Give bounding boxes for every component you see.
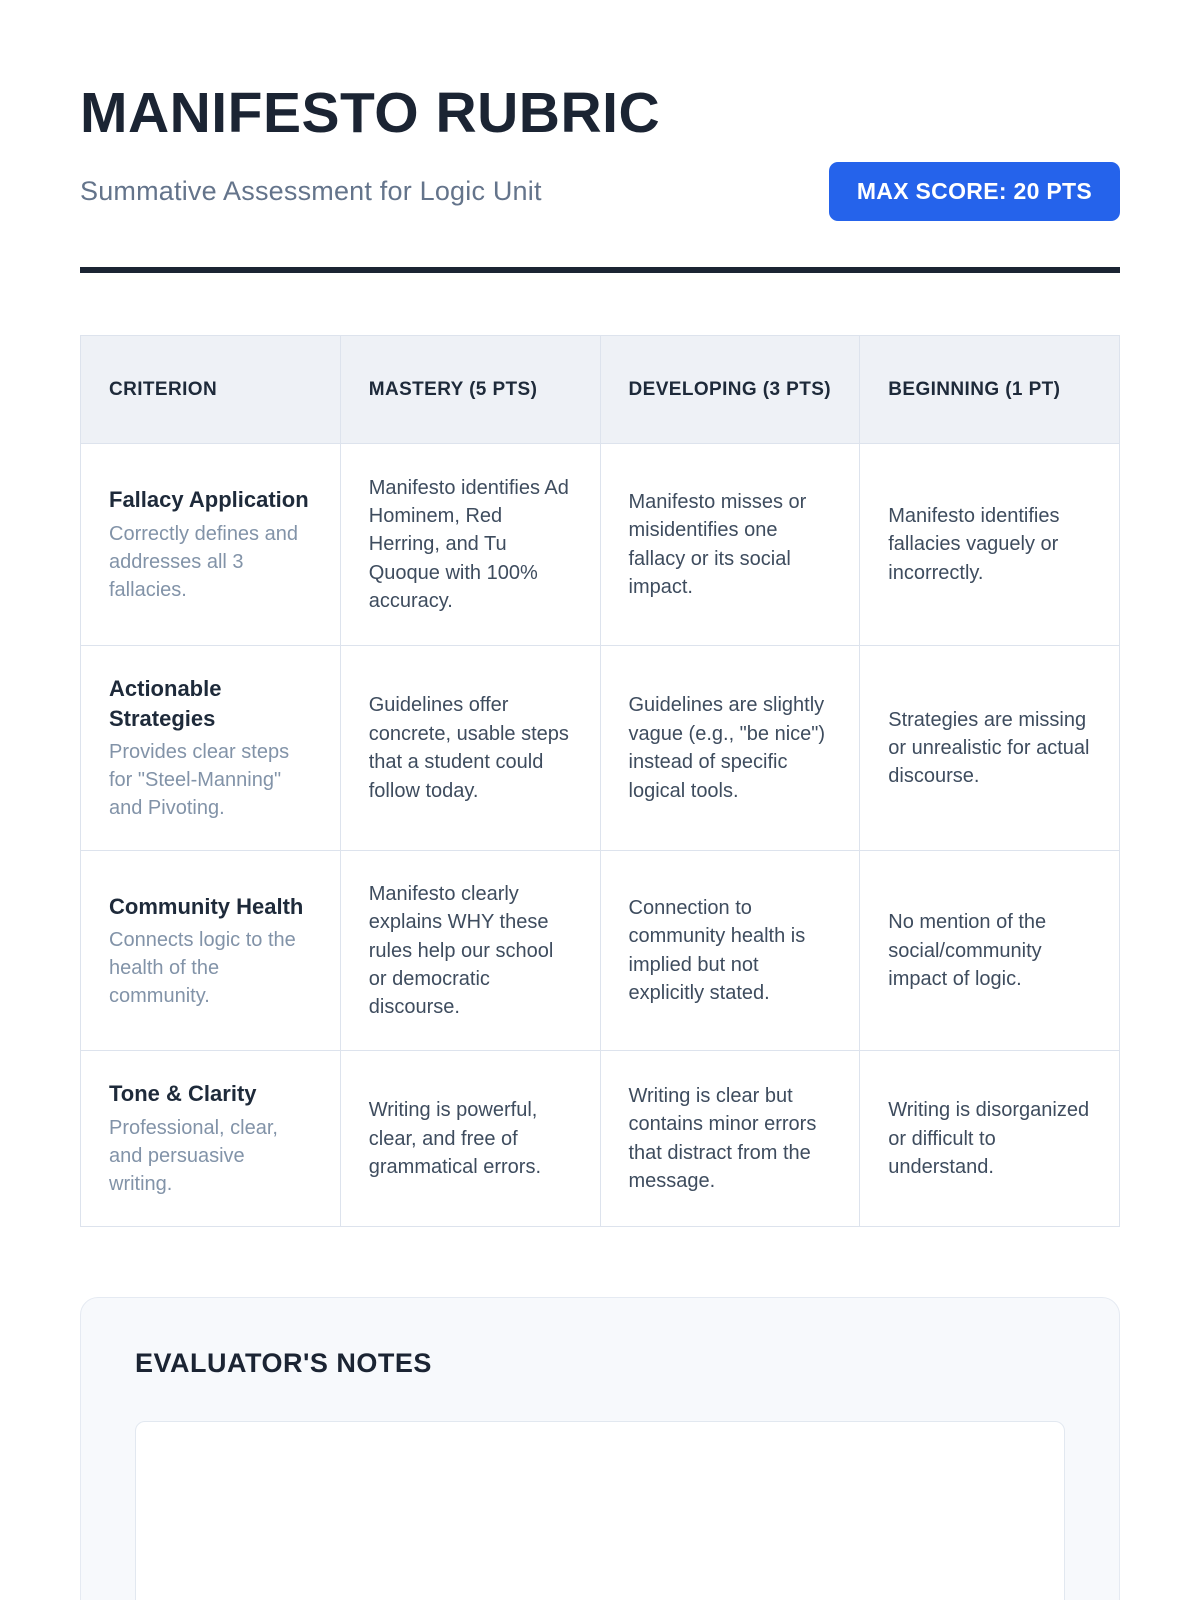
cell-mastery: Guidelines offer concrete, usable steps … (339, 644, 601, 852)
column-header-criterion: CRITERION (80, 335, 341, 444)
criterion-description: Connects logic to the health of the comm… (109, 929, 296, 1008)
criterion-description: Correctly defines and addresses all 3 fa… (109, 522, 298, 601)
cell-beginning: Manifesto identifies fallacies vaguely o… (859, 443, 1120, 646)
cell-beginning: Strategies are missing or unrealistic fo… (859, 644, 1120, 852)
page-subtitle: Summative Assessment for Logic Unit (80, 176, 542, 206)
cell-developing: Manifesto misses or misidentifies one fa… (599, 443, 861, 646)
table-row: Tone & Clarity Professional, clear, and … (80, 1050, 1120, 1228)
cell-beginning: No mention of the social/community impac… (859, 850, 1120, 1052)
header-row: Summative Assessment for Logic Unit MAX … (80, 162, 1120, 221)
rubric-table: CRITERION MASTERY (5 PTS) DEVELOPING (3 … (80, 335, 1120, 1228)
criterion-description: Professional, clear, and persuasive writ… (109, 1117, 278, 1196)
cell-mastery: Writing is powerful, clear, and free of … (339, 1050, 601, 1228)
cell-developing: Writing is clear but contains minor erro… (599, 1050, 861, 1228)
cell-beginning: Writing is disorganized or difficult to … (859, 1050, 1120, 1228)
criterion-title: Fallacy Application (109, 487, 309, 513)
evaluator-notes-input[interactable] (135, 1421, 1065, 1600)
cell-criterion: Community Health Connects logic to the h… (80, 850, 341, 1052)
cell-mastery: Manifesto clearly explains WHY these rul… (339, 850, 601, 1052)
column-header-beginning: BEGINNING (1 PT) (859, 335, 1120, 444)
cell-developing: Guidelines are slightly vague (e.g., "be… (599, 644, 861, 852)
criterion-title: Community Health (109, 893, 304, 919)
page-title: MANIFESTO RUBRIC (80, 81, 661, 145)
cell-criterion: Tone & Clarity Professional, clear, and … (80, 1050, 341, 1228)
cell-developing: Connection to community health is implie… (599, 850, 861, 1052)
cell-criterion: Actionable Strategies Provides clear ste… (80, 644, 341, 852)
cell-criterion: Fallacy Application Correctly defines an… (80, 443, 341, 646)
evaluator-notes-heading: EVALUATOR'S NOTES (135, 1348, 432, 1379)
column-header-developing: DEVELOPING (3 PTS) (599, 335, 861, 444)
table-header-row: CRITERION MASTERY (5 PTS) DEVELOPING (3 … (80, 335, 1120, 444)
criterion-title: Actionable Strategies (109, 676, 222, 731)
header-divider (80, 267, 1120, 273)
table-row: Community Health Connects logic to the h… (80, 850, 1120, 1052)
rubric-page: MANIFESTO RUBRIC Summative Assessment fo… (0, 80, 1200, 1600)
table-row: Fallacy Application Correctly defines an… (80, 443, 1120, 646)
cell-mastery: Manifesto identifies Ad Hominem, Red Her… (339, 443, 601, 646)
max-score-badge: MAX SCORE: 20 PTS (828, 162, 1120, 221)
criterion-title: Tone & Clarity (109, 1081, 257, 1107)
table-row: Actionable Strategies Provides clear ste… (80, 644, 1120, 852)
evaluator-notes-card: EVALUATOR'S NOTES (80, 1297, 1120, 1600)
column-header-mastery: MASTERY (5 PTS) (339, 335, 601, 444)
criterion-description: Provides clear steps for "Steel-Manning"… (109, 741, 290, 820)
